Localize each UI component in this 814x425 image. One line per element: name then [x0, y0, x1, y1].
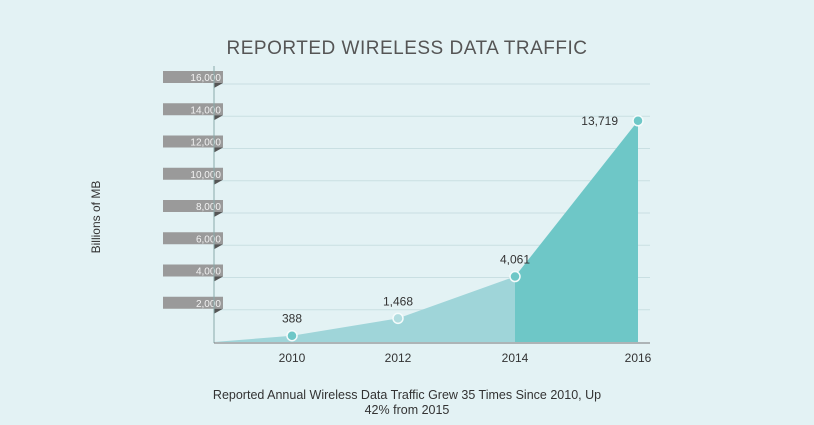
data-point-2016	[632, 115, 644, 127]
y-tick-label: 4,000	[196, 267, 221, 278]
y-tick-tag	[163, 135, 223, 148]
y-tick-tag-fold	[214, 83, 223, 88]
y-tick-tag	[163, 264, 223, 277]
caption-line-1: Reported Annual Wireless Data Traffic Gr…	[212, 388, 602, 402]
x-tick-label: 2016	[625, 351, 652, 365]
y-tick-tag-fold	[214, 115, 223, 121]
x-tick-label: 2012	[385, 351, 412, 365]
y-tick-label: 6,000	[196, 234, 221, 245]
y-tick-label: 2,000	[196, 299, 221, 310]
y-tick-tag	[163, 232, 223, 245]
chart-title: REPORTED WIRELESS DATA TRAFFIC	[226, 38, 588, 59]
area-2014-2016	[515, 120, 638, 342]
data-point-2014	[509, 270, 521, 283]
y-tick-tag-fold	[214, 147, 223, 153]
y-tick-tag-fold	[214, 308, 223, 314]
y-tick-label: 8,000	[196, 202, 221, 213]
y-tick-tag	[163, 71, 223, 83]
y-tick-tag-fold	[214, 179, 223, 185]
y-tick-label: 12,000	[190, 138, 221, 149]
x-tick-label: 2010	[279, 351, 306, 365]
y-tick-tag-fold	[214, 244, 223, 250]
y-tick-tag	[163, 296, 223, 309]
y-tick-tag	[163, 167, 223, 180]
data-point-2010	[286, 329, 298, 342]
y-tick-tag	[163, 200, 223, 212]
data-label-2012: 1,468	[383, 294, 413, 308]
data-label-2010: 388	[282, 312, 302, 326]
area-2010-2014	[214, 276, 515, 342]
data-label-2016: 13,719	[581, 114, 618, 128]
x-tick-label: 2014	[502, 351, 529, 365]
y-tick-tag-fold	[214, 276, 223, 282]
y-tick-label: 16,000	[190, 73, 221, 84]
data-label-2014: 4,061	[500, 253, 530, 267]
y-tick-label: 14,000	[190, 105, 221, 116]
y-tick-tag-fold	[214, 212, 223, 217]
y-tick-tag	[163, 103, 223, 116]
caption-line-2: 42% from 2015	[364, 403, 450, 417]
chart-caption: Reported Annual Wireless Data Traffic Gr…	[0, 388, 814, 418]
data-point-2012	[392, 312, 404, 325]
y-tick-label: 10,000	[190, 170, 221, 181]
